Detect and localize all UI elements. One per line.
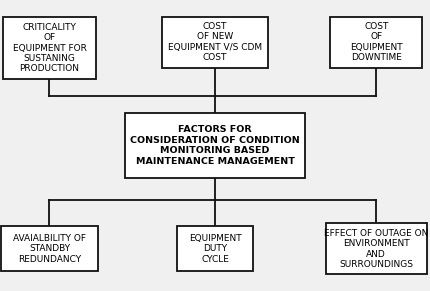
- Text: COST
OF
EQUIPMENT
DOWNTIME: COST OF EQUIPMENT DOWNTIME: [350, 22, 402, 62]
- FancyBboxPatch shape: [1, 226, 98, 271]
- FancyBboxPatch shape: [330, 17, 422, 68]
- Text: FACTORS FOR
CONSIDERATION OF CONDITION
MONITORING BASED
MAINTENANCE MANAGEMENT: FACTORS FOR CONSIDERATION OF CONDITION M…: [130, 125, 300, 166]
- FancyBboxPatch shape: [326, 223, 427, 274]
- FancyBboxPatch shape: [3, 17, 95, 79]
- Text: COST
OF NEW
EQUIPMENT V/S CDM
COST: COST OF NEW EQUIPMENT V/S CDM COST: [168, 22, 262, 62]
- FancyBboxPatch shape: [177, 226, 252, 271]
- Text: EQUIPMENT
DUTY
CYCLE: EQUIPMENT DUTY CYCLE: [189, 234, 241, 264]
- Text: CRITICALITY
OF
EQUIPMENT FOR
SUSTANING
PRODUCTION: CRITICALITY OF EQUIPMENT FOR SUSTANING P…: [12, 23, 86, 73]
- Text: AVAIALBILITY OF
STANDBY
REDUNDANCY: AVAIALBILITY OF STANDBY REDUNDANCY: [13, 234, 86, 264]
- FancyBboxPatch shape: [162, 17, 267, 68]
- FancyBboxPatch shape: [125, 113, 305, 178]
- Text: EFFECT OF OUTAGE ON
ENVIRONMENT
AND
SURROUNDINGS: EFFECT OF OUTAGE ON ENVIRONMENT AND SURR…: [324, 229, 428, 269]
